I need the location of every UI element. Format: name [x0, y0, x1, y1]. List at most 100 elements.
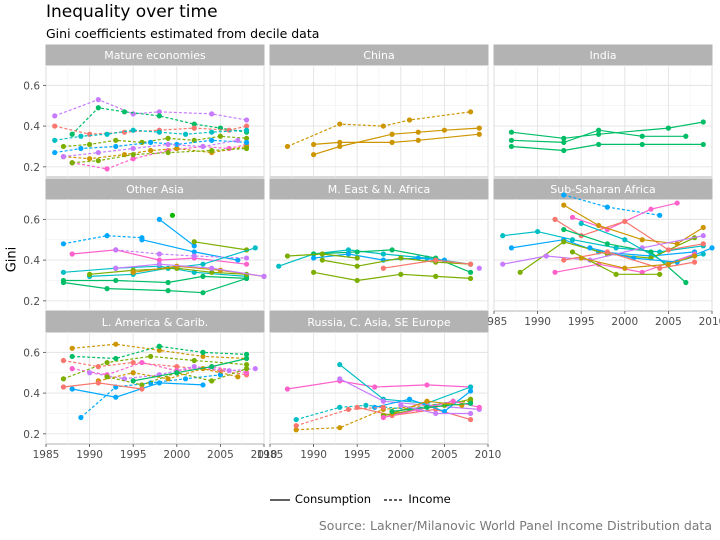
data-point — [311, 269, 317, 275]
data-point — [311, 255, 317, 261]
data-point — [604, 204, 610, 210]
data-point — [252, 366, 258, 372]
data-point — [156, 251, 162, 257]
data-point — [476, 265, 482, 271]
data-point — [156, 129, 162, 135]
data-point — [311, 152, 317, 158]
data-point — [284, 386, 291, 392]
data-point — [665, 247, 672, 253]
data-point — [424, 404, 430, 410]
data-point — [156, 109, 162, 115]
data-point — [95, 105, 101, 111]
data-point — [156, 347, 162, 353]
data-point — [209, 129, 215, 135]
data-point — [665, 125, 672, 131]
data-point — [69, 160, 75, 166]
chart-title: Inequality over time — [46, 2, 218, 22]
data-point — [52, 149, 58, 156]
data-point — [156, 343, 162, 349]
series-line — [54, 98, 247, 121]
data-point — [441, 127, 447, 133]
data-point — [674, 241, 680, 247]
data-point — [415, 129, 421, 135]
data-point — [657, 271, 663, 277]
data-point — [130, 127, 136, 133]
data-point — [69, 386, 75, 392]
data-point — [345, 247, 352, 253]
facet-title: China — [363, 49, 394, 62]
data-point — [380, 398, 386, 404]
data-point — [380, 123, 386, 129]
data-point — [691, 259, 698, 265]
data-point — [191, 125, 197, 131]
data-point — [450, 398, 456, 404]
data-point — [243, 351, 250, 357]
data-point — [235, 137, 241, 143]
data-point — [639, 237, 645, 243]
series-line — [63, 139, 238, 158]
data-point — [561, 192, 567, 198]
data-point — [561, 257, 567, 263]
data-point — [60, 143, 67, 150]
facet-title: M. East & N. Africa — [328, 183, 430, 196]
series-line — [115, 249, 247, 259]
data-point — [674, 200, 680, 206]
data-point — [121, 109, 128, 115]
data-point — [648, 206, 654, 212]
series-line — [159, 218, 195, 247]
data-point — [200, 273, 206, 279]
data-point — [596, 127, 602, 133]
data-point — [78, 133, 84, 139]
facet-panel: Russia, C. Asia, SE Europe 1985 1990 1995 20… — [257, 311, 501, 461]
x-tick-label: 2000 — [387, 449, 414, 461]
data-point — [165, 135, 171, 141]
data-point — [389, 139, 395, 145]
data-point — [243, 139, 250, 145]
legend-key-dashed — [383, 498, 404, 501]
data-point — [130, 145, 136, 152]
facet-panel: India — [493, 44, 713, 178]
data-point — [345, 406, 352, 412]
x-tick-label: 2005 — [431, 449, 458, 461]
data-point — [337, 139, 343, 145]
data-point — [700, 251, 706, 257]
data-point — [561, 147, 567, 154]
data-point — [209, 147, 215, 154]
data-point — [639, 133, 645, 139]
legend-item-consumption: Consumption — [269, 492, 371, 506]
y-tick-label: 0.4 — [23, 388, 40, 400]
data-point — [363, 402, 369, 408]
data-point — [174, 370, 180, 376]
facet-panel: Mature economies 0.2 0.4 0.6 — [23, 44, 265, 178]
data-point — [604, 249, 610, 255]
data-point — [113, 137, 119, 143]
data-point — [587, 245, 593, 251]
data-point — [209, 265, 215, 271]
data-point — [596, 141, 602, 148]
data-point — [209, 378, 215, 384]
data-point — [657, 265, 663, 271]
data-point — [517, 269, 523, 275]
data-point — [380, 251, 386, 257]
data-point — [569, 237, 576, 243]
chart-subtitle: Gini coefficients estimated from decile … — [46, 26, 320, 41]
data-point — [217, 133, 223, 139]
data-point — [569, 214, 576, 220]
data-point — [200, 382, 206, 388]
y-tick-label: 0.2 — [23, 429, 40, 441]
data-point — [139, 237, 145, 243]
data-point — [319, 251, 325, 257]
data-point — [191, 239, 197, 245]
data-point — [165, 376, 171, 382]
data-point — [276, 263, 282, 269]
data-point — [311, 141, 317, 148]
data-point — [337, 425, 343, 431]
series-line — [54, 129, 247, 141]
data-point — [398, 402, 404, 408]
data-point — [174, 364, 180, 370]
data-point — [95, 158, 101, 164]
data-point — [52, 123, 58, 129]
data-point — [467, 410, 474, 417]
data-point — [467, 400, 474, 406]
